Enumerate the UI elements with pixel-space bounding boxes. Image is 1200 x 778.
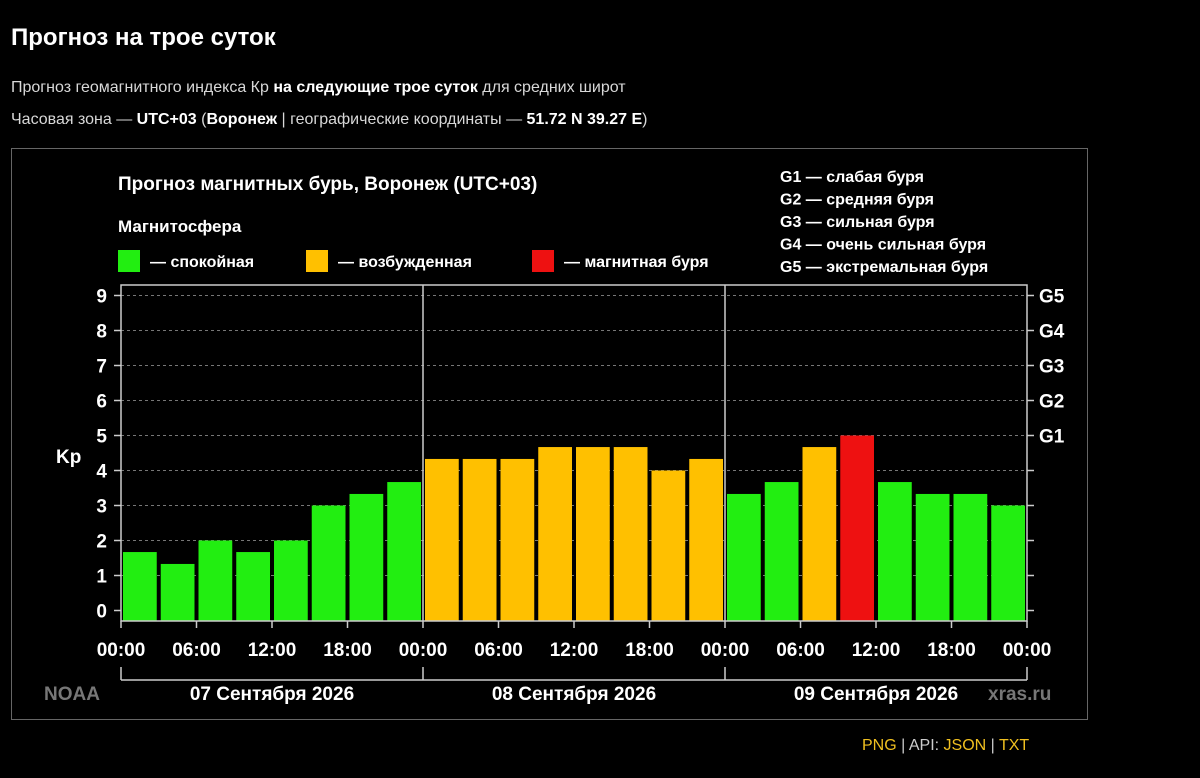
export-links: PNG | API: JSON | TXT bbox=[862, 737, 1029, 755]
tz-coords: 51.72 N 39.27 E bbox=[526, 111, 643, 128]
kp-bar bbox=[462, 458, 497, 621]
txt-link[interactable]: TXT bbox=[998, 737, 1030, 754]
x-tick-label: 18:00 bbox=[625, 640, 674, 661]
day-label: 07 Сентября 2026 bbox=[190, 684, 354, 705]
kp-bar bbox=[689, 458, 723, 621]
kp-bar bbox=[878, 482, 912, 621]
kp-bar bbox=[764, 482, 799, 621]
x-tick-label: 06:00 bbox=[474, 640, 523, 661]
y-tick-label: 4 bbox=[96, 462, 107, 483]
kp-bar bbox=[840, 435, 874, 621]
g-tick-label: G3 bbox=[1039, 357, 1064, 378]
y-tick-label: 6 bbox=[96, 392, 107, 413]
source-noaa: NOAA bbox=[44, 684, 100, 705]
kp-bar bbox=[651, 470, 686, 621]
y-tick-label: 2 bbox=[96, 532, 107, 553]
legend-swatch bbox=[532, 250, 554, 272]
kp-bar bbox=[915, 493, 950, 621]
kp-bar bbox=[613, 447, 648, 621]
day-label: 09 Сентября 2026 bbox=[794, 684, 958, 705]
source-xras: xras.ru bbox=[988, 684, 1051, 705]
legend-label: — магнитная буря bbox=[564, 254, 709, 271]
x-tick-label: 00:00 bbox=[399, 640, 448, 661]
timezone-info: Часовая зона — UTC+03 (Воронеж | географ… bbox=[11, 111, 647, 129]
kp-bar bbox=[236, 552, 270, 621]
kp-bar bbox=[576, 447, 610, 621]
g-scale-label: G3 — сильная буря bbox=[780, 214, 935, 231]
g-tick-label: G5 bbox=[1039, 287, 1065, 308]
kp-bar bbox=[198, 540, 233, 621]
legend-label: — возбужденная bbox=[338, 254, 472, 271]
g-scale-label: G5 — экстремальная буря bbox=[780, 259, 988, 276]
kp-bar bbox=[953, 493, 988, 621]
json-link[interactable]: JSON bbox=[943, 737, 987, 754]
y-tick-label: 8 bbox=[96, 322, 107, 343]
tz-prefix: Часовая зона — bbox=[11, 111, 137, 128]
desc-text-end: для средних широт bbox=[477, 79, 626, 96]
desc-bold: на следующие трое суток bbox=[273, 79, 478, 96]
x-tick-label: 06:00 bbox=[776, 640, 825, 661]
y-tick-label: 5 bbox=[96, 427, 107, 448]
desc-text: Прогноз геомагнитного индекса Кр bbox=[11, 79, 274, 96]
kp-bar bbox=[500, 458, 535, 621]
tz-close: ) bbox=[642, 111, 648, 128]
legend-swatch bbox=[306, 250, 328, 272]
png-link[interactable]: PNG bbox=[862, 737, 897, 754]
kp-bar bbox=[387, 482, 421, 621]
chart-title: Прогноз магнитных бурь, Воронеж (UTC+03) bbox=[118, 174, 537, 195]
api-label: API: bbox=[908, 737, 944, 754]
separator: | bbox=[990, 737, 995, 754]
y-tick-label: 1 bbox=[96, 567, 107, 588]
x-tick-label: 18:00 bbox=[927, 640, 976, 661]
g-scale-label: G1 — слабая буря bbox=[780, 169, 924, 186]
kp-bar bbox=[123, 552, 157, 621]
kp-bar bbox=[802, 447, 837, 621]
y-tick-label: 0 bbox=[96, 602, 107, 623]
x-tick-label: 12:00 bbox=[248, 640, 297, 661]
kp-bar bbox=[991, 505, 1025, 621]
x-tick-label: 00:00 bbox=[701, 640, 750, 661]
kp-bar bbox=[727, 493, 761, 621]
g-scale-label: G2 — средняя буря bbox=[780, 192, 934, 209]
g-tick-label: G4 bbox=[1039, 322, 1065, 343]
separator: | bbox=[901, 737, 906, 754]
kp-chart-frame: Прогноз магнитных бурь, Воронеж (UTC+03)… bbox=[11, 148, 1088, 720]
x-tick-label: 00:00 bbox=[97, 640, 146, 661]
x-tick-label: 00:00 bbox=[1003, 640, 1052, 661]
kp-forecast-chart: Прогноз магнитных бурь, Воронеж (UTC+03)… bbox=[44, 169, 1065, 705]
forecast-description: Прогноз геомагнитного индекса Кр на след… bbox=[11, 79, 626, 97]
legend-swatch bbox=[118, 250, 140, 272]
x-tick-label: 18:00 bbox=[323, 640, 372, 661]
page-title: Прогноз на трое суток bbox=[11, 24, 276, 51]
x-tick-label: 06:00 bbox=[172, 640, 221, 661]
kp-bar bbox=[311, 505, 346, 621]
kp-bar bbox=[538, 447, 572, 621]
y-tick-label: 3 bbox=[96, 497, 107, 518]
tz-value: UTC+03 bbox=[136, 111, 197, 128]
kp-bar bbox=[274, 540, 308, 621]
tz-coords-label: | географические координаты — bbox=[277, 111, 527, 128]
legend-title: Магнитосфера bbox=[118, 217, 242, 236]
x-tick-label: 12:00 bbox=[550, 640, 599, 661]
kp-bar bbox=[349, 493, 384, 621]
g-tick-label: G1 bbox=[1039, 427, 1065, 448]
x-tick-label: 12:00 bbox=[852, 640, 901, 661]
tz-city: Воронеж bbox=[206, 111, 278, 128]
y-axis-label: Kp bbox=[56, 447, 81, 468]
y-tick-label: 7 bbox=[96, 357, 107, 378]
kp-bar bbox=[160, 563, 195, 621]
kp-bar bbox=[425, 458, 459, 621]
tz-open: ( bbox=[196, 111, 207, 128]
y-tick-label: 9 bbox=[96, 287, 107, 308]
g-scale-label: G4 — очень сильная буря bbox=[780, 237, 986, 254]
legend-label: — спокойная bbox=[150, 254, 254, 271]
day-label: 08 Сентября 2026 bbox=[492, 684, 656, 705]
g-tick-label: G2 bbox=[1039, 392, 1064, 413]
